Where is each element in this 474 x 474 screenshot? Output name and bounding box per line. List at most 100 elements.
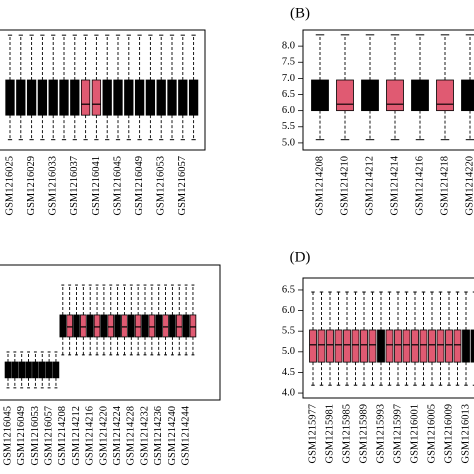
box — [59, 79, 69, 116]
box — [411, 329, 419, 363]
x-tick-label: GSM1216009 — [443, 404, 454, 464]
x-tick-label: GSM1214220 — [98, 406, 109, 466]
y-tick-label: 8.0 — [282, 41, 295, 52]
box — [145, 79, 156, 116]
box — [385, 329, 394, 363]
box — [5, 79, 15, 116]
x-tick-label: GSM1216045 — [2, 406, 13, 466]
x-tick-label: GSM1214214 — [389, 155, 400, 215]
box — [361, 79, 379, 112]
x-tick-label: GSM1216053 — [156, 156, 167, 216]
x-tick-label: GSM1216057 — [44, 406, 55, 466]
x-tick-label: GSM1214224 — [112, 405, 123, 465]
box — [113, 79, 123, 116]
x-tick-label: GSM1214208 — [57, 406, 68, 466]
x-tick-label: GSM1216025 — [4, 156, 15, 216]
panel-title: (D) — [290, 249, 311, 265]
box — [336, 79, 354, 112]
box — [189, 314, 197, 338]
box — [26, 79, 37, 116]
y-tick-label: 5.0 — [282, 137, 295, 148]
x-tick-label: GSM1214232 — [139, 406, 150, 466]
x-tick-label: GSM1214212 — [364, 156, 375, 216]
box — [351, 329, 360, 363]
box — [309, 329, 317, 363]
box — [102, 79, 112, 116]
x-tick-label: GSM1214240 — [167, 406, 178, 466]
y-tick-label: 6.0 — [282, 305, 295, 316]
box — [411, 79, 429, 112]
box — [461, 79, 474, 112]
box — [124, 79, 134, 116]
box — [80, 314, 87, 338]
box — [386, 79, 404, 112]
y-tick-label: 6.5 — [282, 89, 295, 100]
y-tick-label: 5.5 — [282, 326, 295, 337]
box — [169, 314, 176, 338]
x-tick-label: GSM1216013 — [460, 404, 471, 464]
x-tick-label: GSM1214216 — [414, 156, 425, 216]
x-tick-label: GSM1214218 — [439, 156, 450, 216]
box — [156, 79, 166, 116]
box — [121, 314, 128, 338]
x-tick-label: GSM1214208 — [314, 156, 325, 216]
box — [368, 329, 377, 363]
box — [114, 314, 121, 338]
y-tick-label: 6.0 — [282, 105, 295, 116]
box — [343, 329, 351, 363]
box — [93, 314, 101, 338]
x-tick-label: GSM1214236 — [153, 406, 164, 466]
x-tick-label: GSM1216037 — [69, 156, 80, 216]
y-tick-label: 4.0 — [282, 387, 295, 398]
box — [80, 79, 91, 116]
box — [419, 329, 428, 363]
box — [107, 314, 115, 338]
x-tick-label: GSM1214228 — [126, 406, 137, 466]
box — [394, 329, 402, 363]
x-tick-label: GSM1215977 — [307, 404, 318, 464]
x-tick-label: GSM1214216 — [85, 406, 96, 466]
box — [37, 79, 48, 116]
box — [402, 329, 411, 363]
plot-frame — [302, 277, 474, 399]
x-tick-label: GSM1216029 — [26, 156, 37, 216]
x-tick-label: GSM1216001 — [409, 404, 420, 464]
x-tick-label: GSM1214244 — [181, 405, 192, 465]
box — [175, 314, 183, 338]
x-tick-label: GSM1216057 — [177, 156, 188, 216]
box — [470, 329, 474, 363]
box — [462, 329, 470, 363]
x-tick-label: GSM1216053 — [30, 406, 41, 466]
x-tick-label: GSM1215981 — [324, 404, 335, 464]
box — [134, 314, 142, 338]
y-tick-label: 6.5 — [282, 284, 295, 295]
x-tick-label: GSM1216049 — [134, 156, 145, 216]
y-tick-label: 5.5 — [282, 121, 295, 132]
x-tick-label: GSM1216033 — [48, 156, 59, 216]
box — [182, 314, 190, 338]
box — [70, 79, 80, 116]
box — [360, 329, 368, 363]
box — [167, 79, 177, 116]
x-tick-label: GSM1216049 — [16, 406, 27, 466]
box — [436, 329, 445, 363]
box — [86, 314, 94, 338]
plot-frame — [0, 264, 221, 401]
y-tick-label: 7.5 — [282, 57, 295, 68]
box — [59, 314, 67, 338]
box — [91, 79, 102, 116]
x-tick-label: GSM1216041 — [91, 156, 102, 216]
box — [162, 314, 169, 338]
y-tick-label: 7.0 — [282, 73, 295, 84]
x-tick-label: GSM1215997 — [392, 404, 403, 464]
x-tick-label: GSM1214220 — [464, 156, 474, 216]
box — [317, 329, 326, 363]
box — [127, 314, 135, 338]
box — [66, 314, 73, 338]
box — [48, 79, 58, 116]
box — [16, 79, 26, 116]
plot-frame — [302, 29, 474, 151]
box — [428, 329, 436, 363]
box — [100, 314, 108, 338]
